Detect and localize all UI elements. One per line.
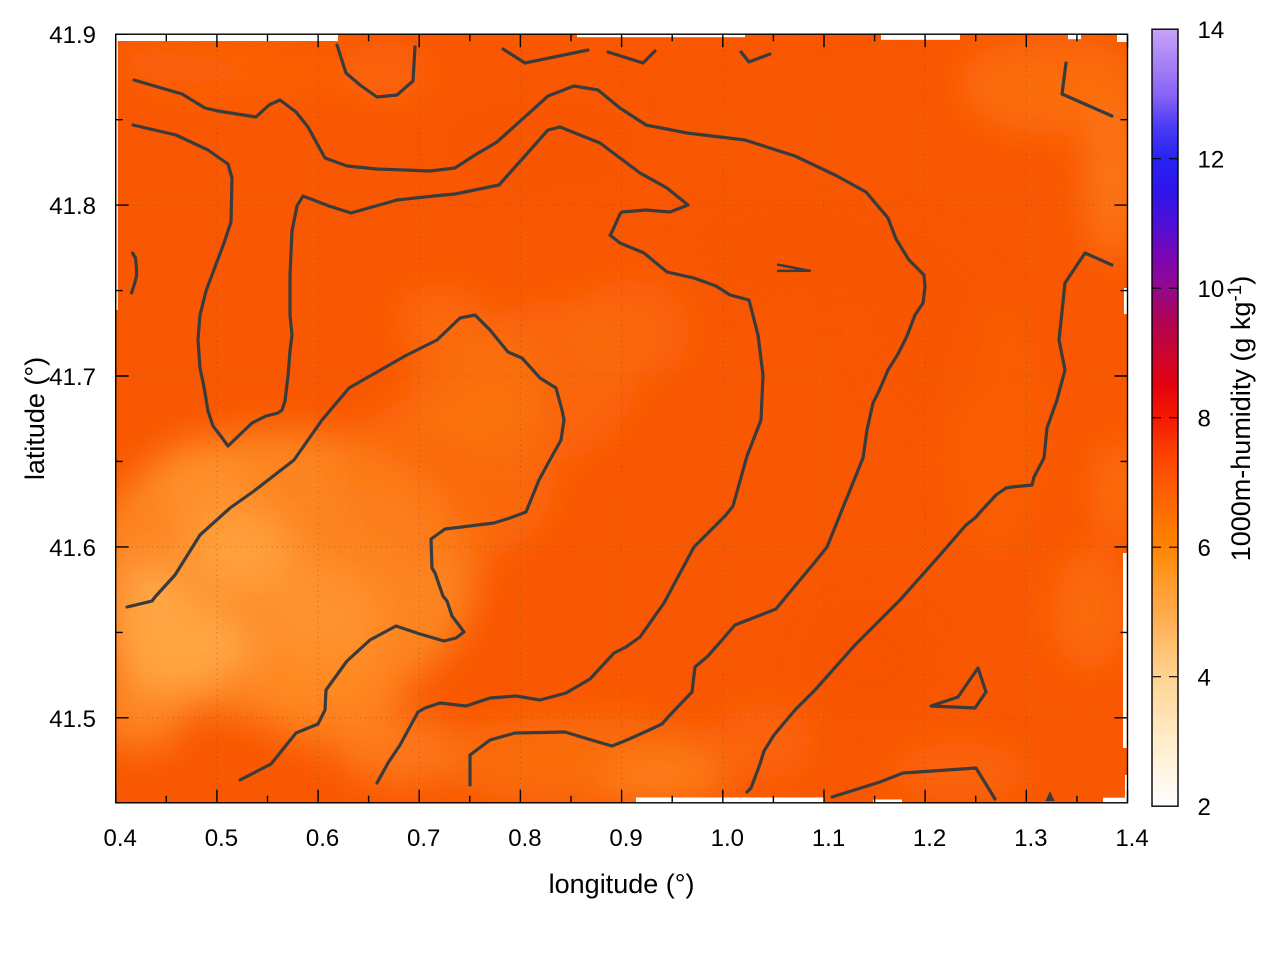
svg-text:12: 12 — [1198, 147, 1225, 174]
svg-text:latitude (°): latitude (°) — [20, 357, 50, 480]
svg-text:41.9: 41.9 — [49, 22, 96, 49]
svg-text:0.9: 0.9 — [609, 825, 642, 852]
svg-text:longitude (°): longitude (°) — [549, 869, 695, 899]
svg-text:1.0: 1.0 — [711, 825, 744, 852]
svg-text:0.8: 0.8 — [508, 825, 541, 852]
svg-text:14: 14 — [1198, 17, 1225, 44]
svg-text:1000m-humidity (g kg-1): 1000m-humidity (g kg-1) — [1225, 276, 1256, 562]
svg-text:0.7: 0.7 — [407, 825, 440, 852]
svg-text:0.5: 0.5 — [205, 825, 238, 852]
svg-text:4: 4 — [1198, 665, 1211, 692]
svg-text:1.2: 1.2 — [913, 825, 946, 852]
svg-text:1.4: 1.4 — [1115, 825, 1148, 852]
svg-text:2: 2 — [1198, 794, 1211, 821]
svg-text:41.8: 41.8 — [49, 193, 96, 220]
svg-text:41.7: 41.7 — [49, 364, 96, 391]
svg-text:41.5: 41.5 — [49, 706, 96, 733]
svg-text:1.1: 1.1 — [812, 825, 845, 852]
svg-text:0.6: 0.6 — [306, 825, 339, 852]
svg-text:41.6: 41.6 — [49, 535, 96, 562]
svg-text:0.4: 0.4 — [104, 825, 137, 852]
svg-text:8: 8 — [1198, 406, 1211, 433]
svg-text:10: 10 — [1198, 276, 1225, 303]
svg-text:6: 6 — [1198, 535, 1211, 562]
svg-text:1.3: 1.3 — [1014, 825, 1047, 852]
